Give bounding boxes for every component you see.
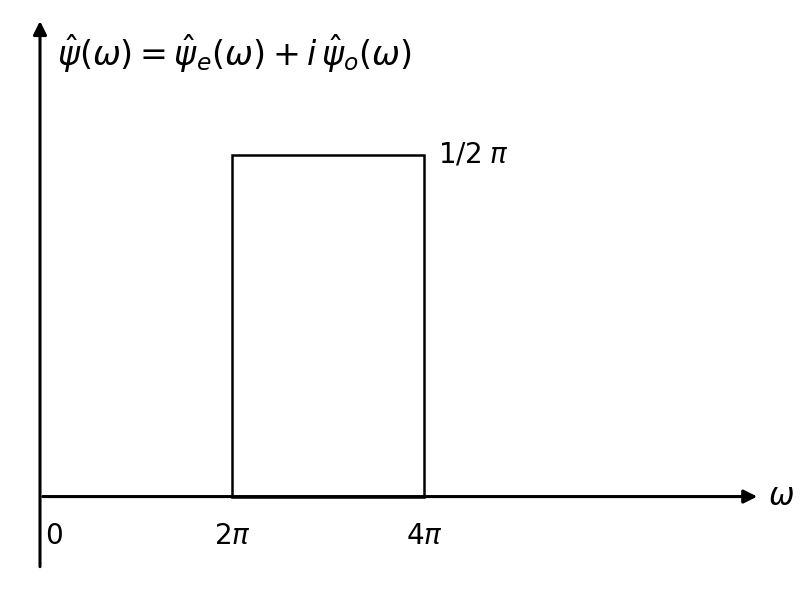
Bar [232, 155, 424, 496]
Text: $2\pi$: $2\pi$ [214, 522, 250, 549]
Text: $\hat{\psi}(\omega) = \hat{\psi}_e(\omega) + i\,\hat{\psi}_o(\omega)$: $\hat{\psi}(\omega) = \hat{\psi}_e(\omeg… [58, 33, 412, 75]
Text: $\omega$: $\omega$ [768, 482, 794, 511]
Text: $1/2\;\pi$: $1/2\;\pi$ [438, 141, 509, 169]
Text: $0$: $0$ [45, 522, 62, 549]
Text: $4\pi$: $4\pi$ [406, 522, 442, 549]
